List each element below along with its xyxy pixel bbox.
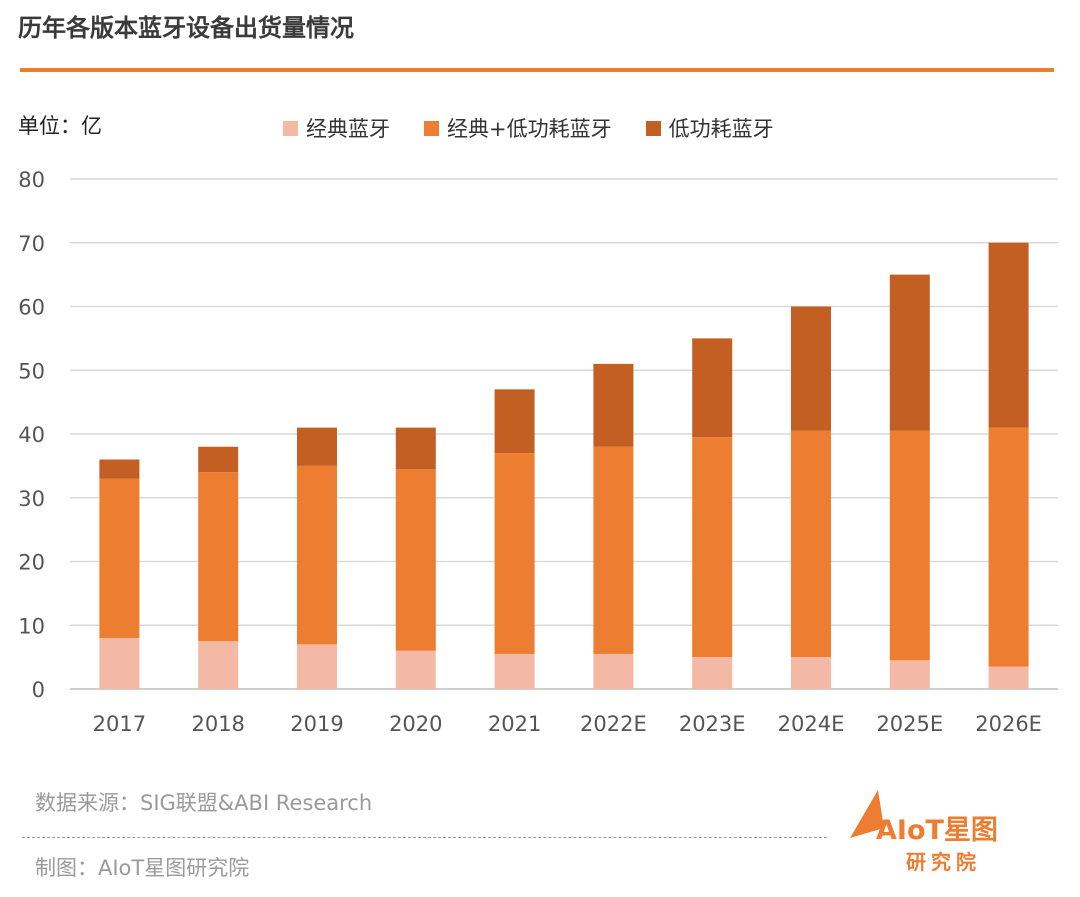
legend: 经典蓝牙 经典+低功耗蓝牙 低功耗蓝牙 bbox=[283, 113, 774, 143]
legend-label-dual: 经典+低功耗蓝牙 bbox=[447, 117, 612, 141]
x-tick-label: 2021 bbox=[488, 712, 541, 736]
x-tick-label: 2017 bbox=[93, 712, 146, 736]
y-tick-label: 20 bbox=[18, 551, 45, 575]
y-tick-label: 70 bbox=[18, 232, 45, 256]
bar-layer bbox=[99, 242, 1029, 689]
legend-swatch-dual bbox=[424, 120, 439, 136]
bar-low-energy bbox=[593, 363, 634, 447]
legend-swatch-low-energy bbox=[645, 120, 661, 136]
logo-subtext: 研究院 bbox=[906, 850, 981, 874]
bar-classic bbox=[988, 666, 1029, 689]
bar-classic bbox=[297, 644, 337, 689]
x-tick-layer: 2017 2018 2019 2020 2021 2022E 2023E 2024E 2025E… bbox=[93, 712, 1042, 736]
footer-divider bbox=[22, 837, 827, 838]
bar-low-energy bbox=[395, 427, 436, 470]
x-tick-label: 2023E bbox=[679, 712, 746, 736]
bar-dual bbox=[494, 453, 535, 654]
legend-item-classic: 经典蓝牙 bbox=[283, 113, 390, 143]
legend-label-classic: 经典蓝牙 bbox=[306, 117, 390, 141]
chart-credit: 制图：AIoT星图研究院 bbox=[35, 856, 250, 880]
bar-low-energy bbox=[889, 274, 930, 431]
x-tick-label: 2022E bbox=[580, 712, 647, 736]
brand-logo: AIoT星图 研究院 bbox=[848, 788, 1028, 878]
bar-classic bbox=[889, 660, 930, 689]
bar-low-energy bbox=[988, 242, 1029, 428]
bar-dual bbox=[889, 430, 930, 661]
unit-label: 单位：亿 bbox=[18, 114, 102, 138]
bar-low-energy bbox=[692, 338, 733, 438]
bar-dual bbox=[395, 469, 436, 651]
x-tick-label: 2018 bbox=[191, 712, 244, 736]
bar-classic bbox=[395, 650, 436, 689]
bar-classic bbox=[99, 638, 140, 689]
bar-dual bbox=[988, 427, 1029, 667]
y-tick-label: 30 bbox=[18, 487, 45, 511]
bar-dual bbox=[99, 478, 140, 638]
bar-classic bbox=[692, 657, 733, 689]
legend-swatch-classic bbox=[283, 120, 298, 136]
bar-low-energy bbox=[198, 446, 239, 473]
y-tick-label: 50 bbox=[18, 359, 45, 383]
y-tick-label: 80 bbox=[18, 168, 45, 192]
bar-classic bbox=[593, 653, 634, 689]
bar-dual bbox=[791, 430, 831, 658]
bar-low-energy bbox=[791, 306, 831, 431]
bar-low-energy bbox=[494, 389, 535, 454]
y-tick-layer: 0 10 20 30 40 50 60 70 80 bbox=[18, 168, 45, 702]
bar-classic bbox=[791, 657, 831, 689]
bar-dual bbox=[593, 446, 634, 654]
bar-classic bbox=[494, 653, 535, 689]
logo-mark-icon bbox=[850, 790, 884, 838]
x-tick-label: 2019 bbox=[290, 712, 343, 736]
bar-classic bbox=[198, 641, 239, 689]
y-tick-label: 0 bbox=[32, 678, 45, 702]
bar-dual bbox=[198, 472, 239, 642]
y-tick-label: 60 bbox=[18, 296, 45, 320]
chart-title: 历年各版本蓝牙设备出货量情况 bbox=[18, 14, 354, 42]
legend-item-dual: 经典+低功耗蓝牙 bbox=[424, 113, 612, 143]
legend-label-low-energy: 低功耗蓝牙 bbox=[668, 117, 774, 141]
logo-text: AIoT星图 bbox=[876, 815, 998, 846]
legend-item-low-energy: 低功耗蓝牙 bbox=[645, 113, 774, 143]
y-tick-label: 10 bbox=[18, 614, 45, 638]
bar-low-energy bbox=[297, 427, 337, 466]
bar-dual bbox=[297, 465, 337, 645]
x-tick-label: 2025E bbox=[876, 712, 943, 736]
x-tick-label: 2020 bbox=[389, 712, 442, 736]
title-divider bbox=[20, 68, 1054, 72]
y-tick-label: 40 bbox=[18, 423, 45, 447]
bar-low-energy bbox=[99, 459, 140, 479]
bar-dual bbox=[692, 437, 733, 658]
x-tick-label: 2026E bbox=[975, 712, 1042, 736]
x-tick-label: 2024E bbox=[778, 712, 845, 736]
data-source: 数据来源：SIG联盟&ABI Research bbox=[35, 791, 373, 815]
